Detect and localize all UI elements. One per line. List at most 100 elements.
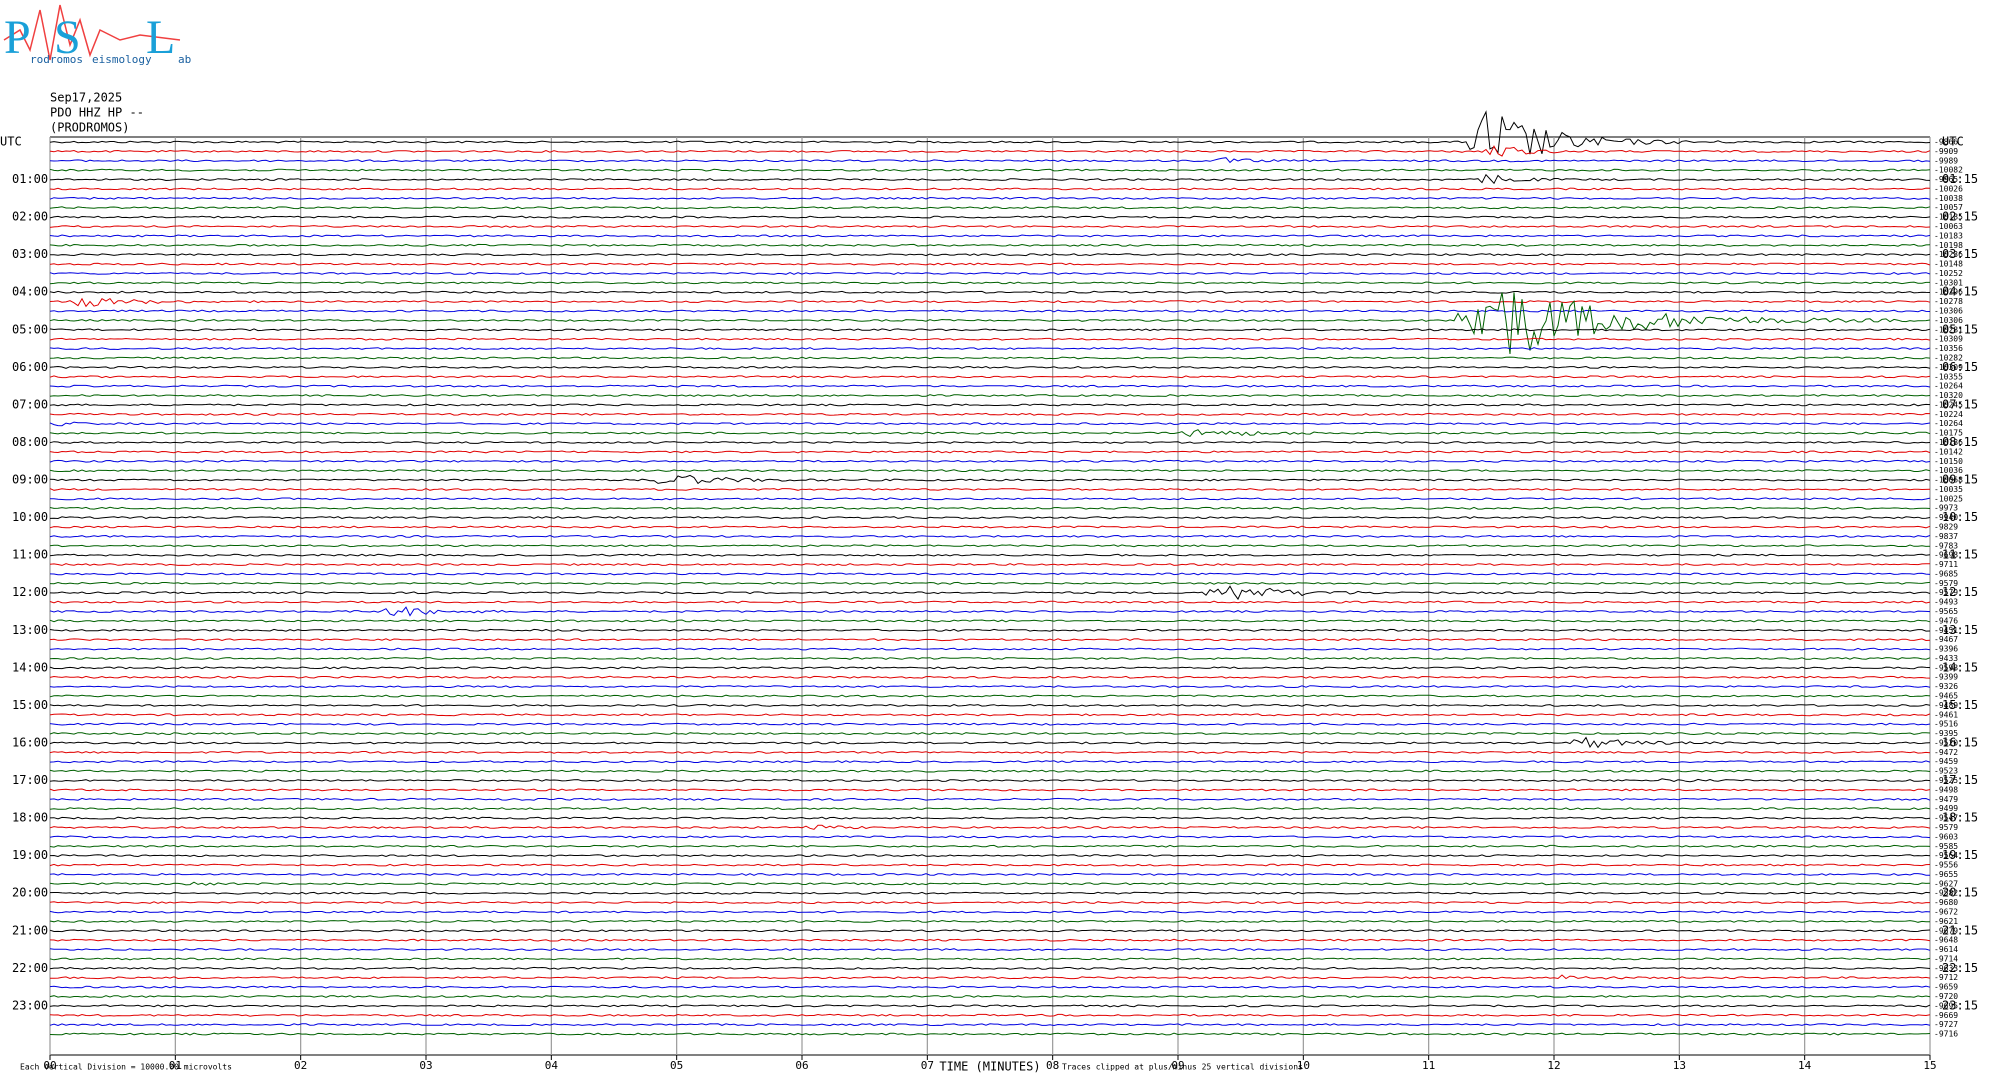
trace bbox=[49, 168, 1931, 172]
row-value: -9433 bbox=[1934, 654, 1958, 663]
trace bbox=[49, 581, 1931, 585]
trace bbox=[49, 638, 1931, 642]
trace bbox=[49, 429, 1931, 438]
trace bbox=[49, 732, 1931, 736]
row-value: -10036 bbox=[1934, 466, 1963, 475]
trace bbox=[49, 281, 1930, 285]
row-value: -9467 bbox=[1934, 635, 1958, 644]
trace bbox=[49, 703, 1931, 707]
logo-letter: S bbox=[54, 11, 81, 64]
trace bbox=[49, 657, 1931, 660]
hour-label-right: 03:15 bbox=[1942, 247, 1978, 261]
trace bbox=[49, 844, 1931, 848]
hour-label-right: 07:15 bbox=[1942, 397, 1978, 411]
row-value: -9621 bbox=[1934, 917, 1958, 926]
hour-label-right: 17:15 bbox=[1942, 773, 1978, 787]
trace bbox=[49, 421, 1931, 427]
x-tick-label: 14 bbox=[1798, 1059, 1812, 1072]
trace bbox=[49, 666, 1931, 670]
x-tick-label: 15 bbox=[1923, 1059, 1936, 1072]
hour-label-left: 11:00 bbox=[12, 548, 48, 562]
row-value: -9866 bbox=[1934, 138, 1958, 147]
trace bbox=[49, 365, 1931, 369]
row-value: -10057 bbox=[1934, 203, 1963, 212]
hour-label-right: 20:15 bbox=[1942, 886, 1978, 900]
trace bbox=[49, 497, 1931, 501]
hour-label-left: 23:00 bbox=[12, 998, 48, 1012]
hour-label-right: 04:15 bbox=[1942, 285, 1978, 299]
row-value: -10264 bbox=[1934, 419, 1963, 428]
trace bbox=[49, 403, 1931, 407]
row-value: -10185 bbox=[1934, 213, 1963, 222]
x-tick-label: 10 bbox=[1297, 1059, 1310, 1072]
trace bbox=[49, 1013, 1931, 1017]
trace bbox=[49, 225, 1931, 228]
trace bbox=[49, 487, 1931, 491]
trace bbox=[49, 647, 1931, 651]
row-value: -10224 bbox=[1934, 410, 1963, 419]
x-tick-label: 01 bbox=[169, 1059, 182, 1072]
row-value: -9451 bbox=[1934, 626, 1958, 635]
hour-label-left: 04:00 bbox=[12, 285, 48, 299]
row-value: -9603 bbox=[1934, 832, 1958, 841]
row-value: -10264 bbox=[1934, 382, 1963, 391]
row-value: -10035 bbox=[1934, 485, 1963, 494]
hour-label-right: 09:15 bbox=[1942, 473, 1978, 487]
trace bbox=[49, 292, 1931, 355]
trace bbox=[49, 881, 1931, 886]
trace bbox=[49, 769, 1931, 773]
row-value: -9579 bbox=[1934, 579, 1958, 588]
x-tick-label: 12 bbox=[1547, 1059, 1560, 1072]
trace bbox=[49, 1004, 1931, 1008]
row-value: -9698 bbox=[1934, 551, 1958, 560]
trace bbox=[49, 262, 1931, 266]
hour-label-left: 01:00 bbox=[12, 172, 48, 186]
hour-label-left: 03:00 bbox=[12, 247, 48, 261]
logo-word: eismology bbox=[92, 53, 152, 66]
trace bbox=[49, 145, 1931, 157]
row-value: -9564 bbox=[1934, 851, 1958, 860]
trace bbox=[49, 234, 1931, 238]
row-value: -9556 bbox=[1934, 861, 1958, 870]
trace bbox=[49, 450, 1931, 454]
trace bbox=[49, 948, 1931, 951]
row-value: -9973 bbox=[1934, 504, 1958, 513]
hour-label-left: 17:00 bbox=[12, 773, 48, 787]
hour-label-left: 06:00 bbox=[12, 360, 48, 374]
row-value: -9565 bbox=[1934, 607, 1958, 616]
x-tick-label: 02 bbox=[294, 1059, 307, 1072]
logo-wave bbox=[3, 4, 181, 61]
hour-label-left: 05:00 bbox=[12, 322, 48, 336]
row-value: -10025 bbox=[1934, 494, 1963, 503]
trace bbox=[49, 563, 1931, 566]
row-value: -10068 bbox=[1934, 476, 1963, 485]
hour-label-right: 18:15 bbox=[1942, 811, 1978, 825]
hour-label-right: 02:15 bbox=[1942, 210, 1978, 224]
row-value: -9714 bbox=[1934, 954, 1958, 963]
trace bbox=[49, 215, 1931, 219]
hour-label-left: 20:00 bbox=[12, 886, 48, 900]
clip-note: Traces clipped at plus/minus 25 vertical… bbox=[1062, 1063, 1303, 1072]
hour-label-right: 22:15 bbox=[1942, 961, 1978, 975]
trace bbox=[49, 474, 1931, 485]
trace bbox=[49, 544, 1931, 548]
row-value: -10296 bbox=[1934, 288, 1963, 297]
row-value: -10236 bbox=[1934, 250, 1963, 259]
row-value: -9659 bbox=[1934, 983, 1958, 992]
logo-word: rodromos bbox=[30, 53, 83, 66]
trace bbox=[49, 1032, 1931, 1036]
trace bbox=[49, 816, 1931, 820]
trace bbox=[49, 469, 1931, 473]
trace bbox=[49, 872, 1930, 876]
row-value: -9829 bbox=[1934, 522, 1958, 531]
trace bbox=[49, 297, 1931, 308]
trace bbox=[49, 572, 1931, 576]
row-value: -10082 bbox=[1934, 166, 1963, 175]
trace bbox=[49, 534, 1931, 538]
row-value: -10306 bbox=[1934, 307, 1963, 316]
row-value: -9669 bbox=[1934, 1011, 1958, 1020]
hour-label-right: 23:15 bbox=[1942, 998, 1978, 1012]
hour-label-left: 08:00 bbox=[12, 435, 48, 449]
trace bbox=[49, 628, 1931, 632]
